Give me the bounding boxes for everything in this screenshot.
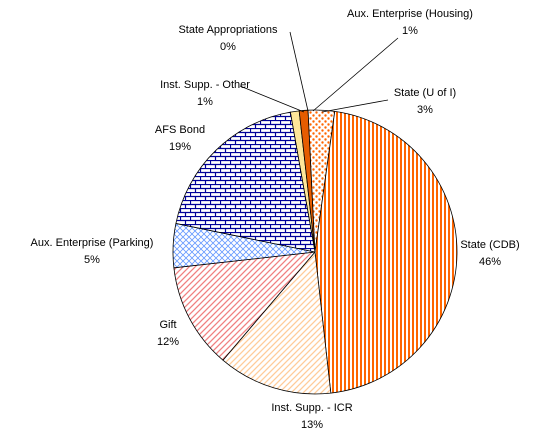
slice-label: Aux. Enterprise (Parking) [31,237,154,249]
pie-slice [314,110,458,394]
pie-slice [175,111,316,253]
slice-value-label: 19% [169,141,191,153]
pie-slice [222,251,332,395]
slice-value-label: 13% [301,419,323,431]
slice-label: Inst. Supp. - Other [160,79,250,91]
leader-lines [239,31,399,113]
leader-line [321,99,389,113]
slice-value-label: 1% [197,96,213,108]
slice-label: State Appropriations [178,24,278,36]
slice-value-label: 1% [402,25,418,37]
leader-line [239,85,305,113]
labels: State Appropriations 0% Inst. Supp. - Othe… [31,8,520,431]
slice-value-label: 46% [479,256,501,268]
leader-line [312,37,399,112]
slice-value-label: 3% [417,104,433,116]
slice-value-label: 5% [84,254,100,266]
leader-line [289,31,309,112]
slice-label: Aux. Enterprise (Housing) [347,8,473,20]
pie [172,109,458,395]
slice-label: State (CDB) [460,239,519,251]
slice-label: Gift [159,319,176,331]
pie-slice [173,251,316,361]
slice-label: Inst. Supp. - ICR [271,402,352,414]
slice-value-label: 0% [220,41,236,53]
slice-value-label: 12% [157,336,179,348]
slice-label: State (U of I) [394,87,456,99]
slice-label: AFS Bond [155,124,205,136]
